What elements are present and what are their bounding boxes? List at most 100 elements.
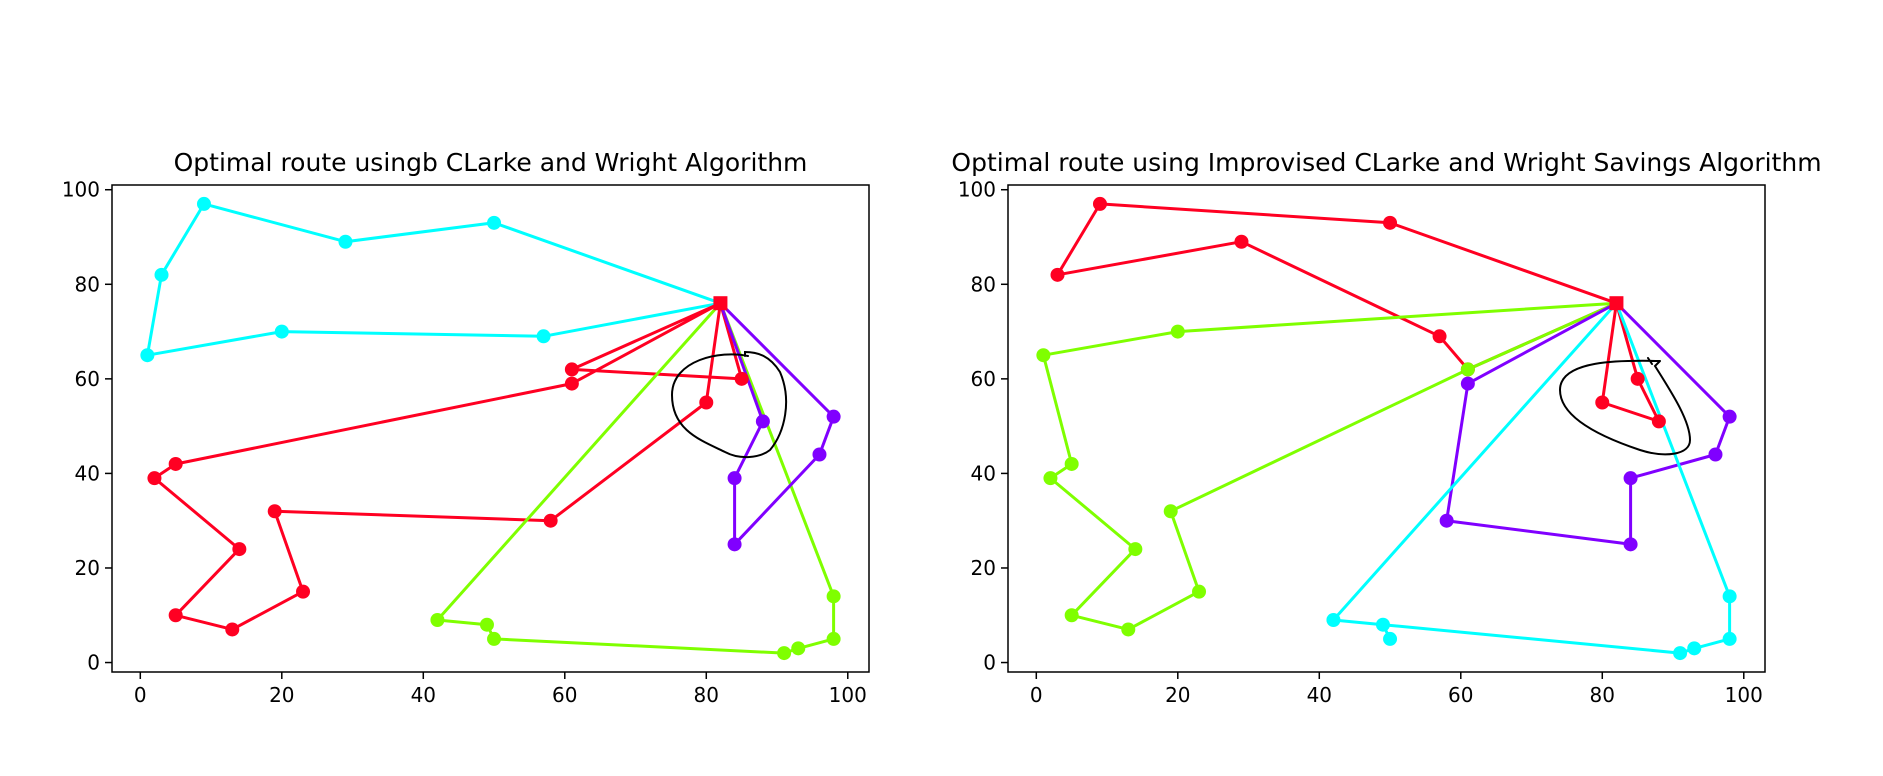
route-point — [1234, 234, 1249, 249]
route-point — [154, 267, 169, 282]
route-point — [1623, 471, 1638, 486]
y-tick-label: 80 — [971, 272, 996, 296]
route-point — [267, 504, 282, 519]
route-point — [564, 376, 579, 391]
route-point — [1128, 542, 1143, 557]
route-point — [196, 196, 211, 211]
chart-1: Optimal route usingb CLarke and Wright A… — [62, 148, 870, 707]
route-point — [1064, 456, 1079, 471]
route-point — [147, 471, 162, 486]
x-tick-label: 40 — [411, 683, 436, 707]
chart-title: Optimal route usingb CLarke and Wright A… — [174, 148, 808, 177]
route-point — [826, 589, 841, 604]
x-tick-label: 80 — [1590, 683, 1615, 707]
y-tick-label: 20 — [75, 556, 100, 580]
depot-marker — [1609, 296, 1624, 311]
x-tick-label: 0 — [1030, 683, 1043, 707]
y-tick-label: 100 — [958, 178, 996, 202]
route-point — [1192, 584, 1207, 599]
route-point — [1121, 622, 1136, 637]
route-point — [1595, 395, 1610, 410]
route-point — [1383, 215, 1398, 230]
route-point — [564, 362, 579, 377]
route-line-1 — [1056, 202, 1661, 423]
hand-drawn-circle — [1558, 357, 1692, 456]
route-point — [1708, 447, 1723, 462]
route-point — [1043, 471, 1058, 486]
route-point — [1050, 267, 1065, 282]
route-point — [1163, 504, 1178, 519]
route-point — [734, 371, 749, 386]
route-point — [543, 513, 558, 528]
hand-drawn-circle — [670, 350, 787, 458]
route-point — [1722, 409, 1737, 424]
route-point — [430, 612, 445, 627]
route-point — [1439, 513, 1454, 528]
depot-marker — [713, 296, 728, 311]
y-tick-label: 0 — [983, 651, 996, 675]
route-point — [140, 348, 155, 363]
route-point — [791, 641, 806, 656]
route-point — [338, 234, 353, 249]
route-point — [479, 617, 494, 632]
route-point — [1326, 612, 1341, 627]
y-tick-label: 100 — [62, 178, 100, 202]
route-point — [168, 456, 183, 471]
route-point — [1064, 608, 1079, 623]
route-point — [1722, 631, 1737, 646]
route-point — [727, 537, 742, 552]
plot-frame — [1007, 184, 1766, 673]
route-point — [296, 584, 311, 599]
y-tick-label: 20 — [971, 556, 996, 580]
route-point — [1722, 589, 1737, 604]
y-tick-label: 40 — [971, 461, 996, 485]
route-point — [826, 631, 841, 646]
route-point — [232, 542, 247, 557]
route-point — [1630, 371, 1645, 386]
route-point — [826, 409, 841, 424]
x-tick-label: 20 — [269, 683, 294, 707]
route-point — [699, 395, 714, 410]
x-tick-label: 80 — [694, 683, 719, 707]
x-tick-label: 40 — [1307, 683, 1332, 707]
route-point — [225, 622, 240, 637]
route-point — [1432, 329, 1447, 344]
route-point — [727, 471, 742, 486]
route-point — [1651, 414, 1666, 429]
x-tick-label: 20 — [1165, 683, 1190, 707]
route-point — [1687, 641, 1702, 656]
route-point — [1092, 196, 1107, 211]
x-tick-label: 100 — [829, 683, 867, 707]
route-point — [1375, 617, 1390, 632]
route-point — [1623, 537, 1638, 552]
x-tick-label: 0 — [134, 683, 147, 707]
route-point — [487, 215, 502, 230]
route-point — [755, 414, 770, 429]
y-tick-label: 80 — [75, 272, 100, 296]
route-point — [1673, 646, 1688, 661]
x-tick-label: 60 — [1448, 683, 1473, 707]
route-point — [812, 447, 827, 462]
x-tick-label: 100 — [1725, 683, 1763, 707]
route-point — [1460, 376, 1475, 391]
route-point — [536, 329, 551, 344]
y-tick-label: 0 — [87, 651, 100, 675]
route-point — [274, 324, 289, 339]
x-tick-label: 60 — [552, 683, 577, 707]
y-tick-label: 60 — [971, 367, 996, 391]
route-point — [777, 646, 792, 661]
route-line-4 — [1331, 302, 1732, 655]
route-point — [1036, 348, 1051, 363]
route-point — [1460, 362, 1475, 377]
route-point — [487, 631, 502, 646]
chart-2: Optimal route using Improvised CLarke an… — [951, 148, 1821, 707]
y-tick-label: 40 — [75, 461, 100, 485]
plot-frame — [111, 184, 870, 673]
chart-title: Optimal route using Improvised CLarke an… — [951, 148, 1821, 177]
route-point — [1383, 631, 1398, 646]
y-tick-label: 60 — [75, 367, 100, 391]
route-point — [1170, 324, 1185, 339]
route-point — [168, 608, 183, 623]
route-line-2 — [1041, 301, 1618, 631]
